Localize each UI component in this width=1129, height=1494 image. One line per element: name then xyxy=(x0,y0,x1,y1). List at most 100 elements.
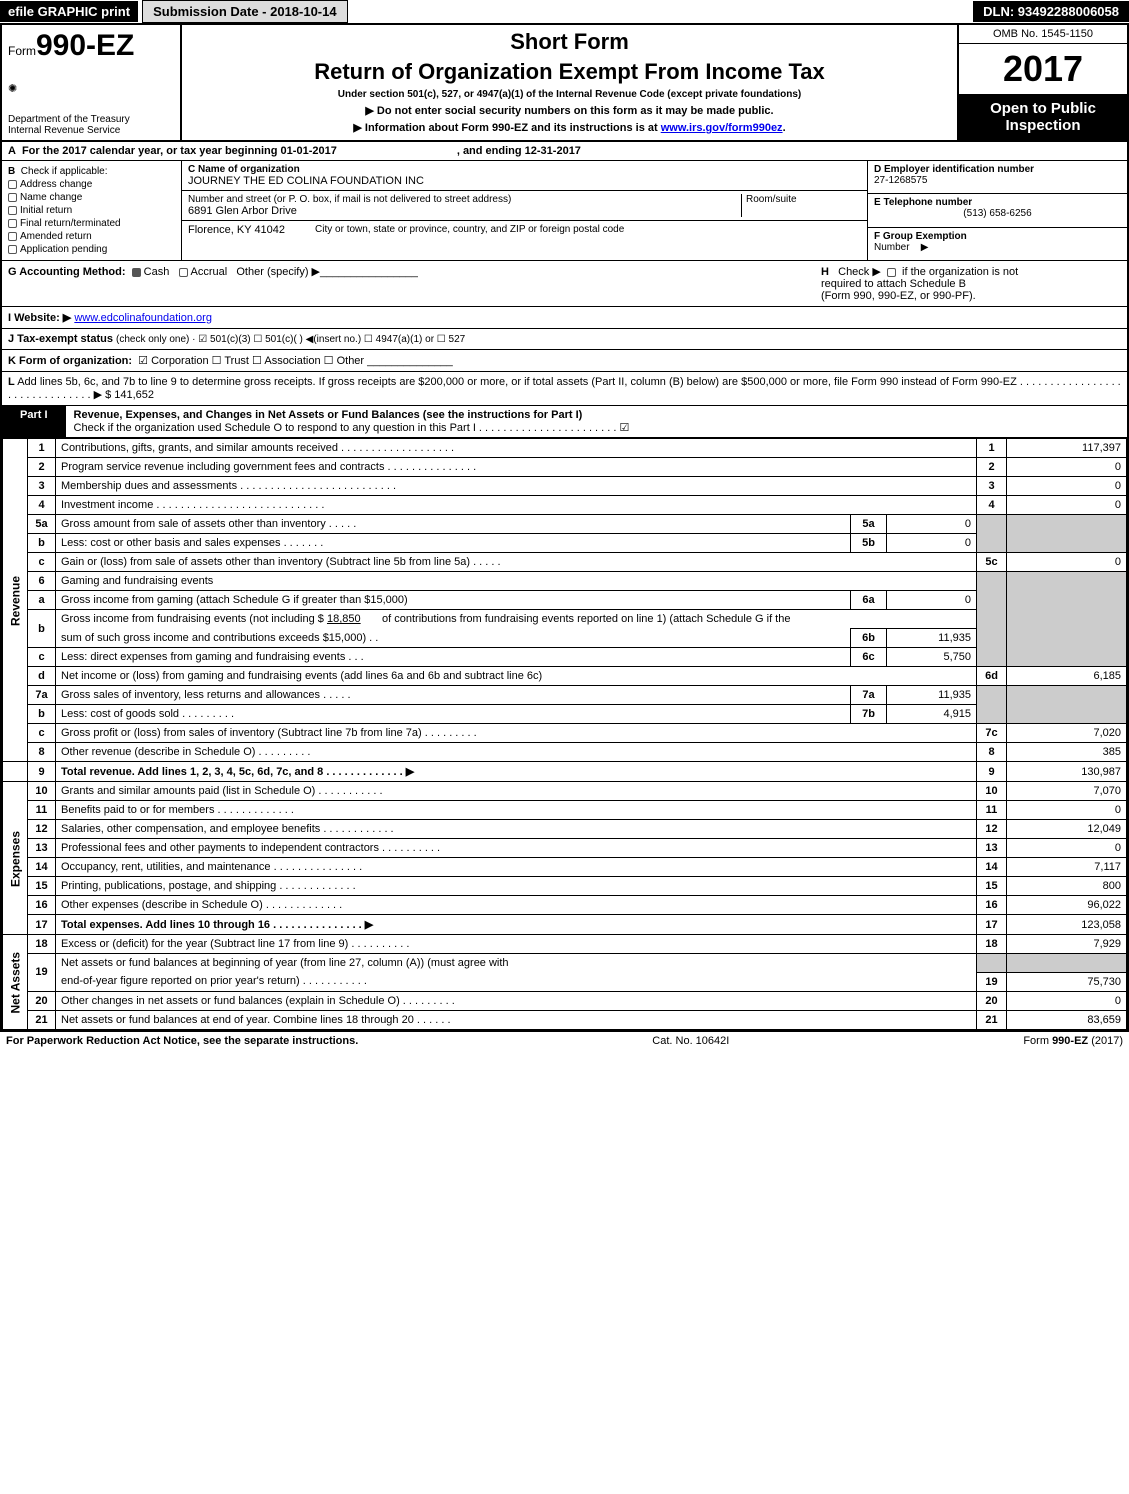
h-text4: (Form 990, 990-EZ, or 990-PF). xyxy=(821,290,976,302)
efile-print-button[interactable]: efile GRAPHIC print xyxy=(0,1,138,22)
line-5c-desc: Gain or (loss) from sale of assets other… xyxy=(56,553,977,572)
city-label: City or town, state or province, country… xyxy=(315,224,624,236)
revenue-side-label: Revenue xyxy=(3,439,28,762)
footer-left: For Paperwork Reduction Act Notice, see … xyxy=(6,1035,358,1047)
open-to-public: Open to Public Inspection xyxy=(959,94,1127,140)
checkbox-accrual[interactable] xyxy=(179,268,188,277)
line-6b-num: b xyxy=(28,610,56,648)
line-7c-desc: Gross profit or (loss) from sales of inv… xyxy=(56,724,977,743)
label-g: G Accounting Method: xyxy=(8,266,126,278)
header-left: Form990-EZ ✺ Department of the Treasury … xyxy=(2,25,182,140)
line-9-num: 9 xyxy=(28,762,56,782)
header-right: OMB No. 1545-1150 2017 Open to Public In… xyxy=(957,25,1127,140)
line-4-rn: 4 xyxy=(977,496,1007,515)
checkbox-address-change[interactable] xyxy=(8,180,17,189)
h-text3: required to attach Schedule B xyxy=(821,278,966,290)
checkbox-name-change[interactable] xyxy=(8,193,17,202)
netassets-side-label: Net Assets xyxy=(3,935,28,1030)
line-6-shade-rn xyxy=(977,572,1007,667)
part-i-title-text: Revenue, Expenses, and Changes in Net As… xyxy=(74,409,583,421)
label-i: I Website: ▶ xyxy=(8,312,71,324)
line-6a-num: a xyxy=(28,591,56,610)
line-1-val: 117,397 xyxy=(1007,439,1127,458)
main-title: Return of Organization Exempt From Incom… xyxy=(190,59,949,85)
line-21-val: 83,659 xyxy=(1007,1010,1127,1029)
line-16-val: 96,022 xyxy=(1007,896,1127,915)
line-18-desc: Excess or (deficit) for the year (Subtra… xyxy=(56,935,977,954)
section-c-org: C Name of organization JOURNEY THE ED CO… xyxy=(182,161,867,260)
checkbox-cash[interactable] xyxy=(132,268,141,277)
line-2-desc: Program service revenue including govern… xyxy=(56,458,977,477)
irs-seal-icon: ✺ xyxy=(8,82,174,95)
phone: (513) 658-6256 xyxy=(874,208,1121,219)
line-1-desc: Contributions, gifts, grants, and simila… xyxy=(56,439,977,458)
opt-cash: Cash xyxy=(144,266,170,278)
line-8-num: 8 xyxy=(28,743,56,762)
footer-mid: Cat. No. 10642I xyxy=(652,1035,729,1047)
check-if-applicable: Check if applicable: xyxy=(21,166,108,177)
line-1-num: 1 xyxy=(28,439,56,458)
instr-post: . xyxy=(783,122,786,134)
line-5c-num: c xyxy=(28,553,56,572)
irs-link[interactable]: www.irs.gov/form990ez xyxy=(661,122,783,134)
opt-final-return: Final return/terminated xyxy=(20,218,121,229)
line-17-val: 123,058 xyxy=(1007,915,1127,935)
opt-name-change: Name change xyxy=(20,192,82,203)
line-7a-miniv: 11,935 xyxy=(887,686,977,705)
h-text2: if the organization is not xyxy=(902,266,1018,278)
line-a-tax-year: A For the 2017 calendar year, or tax yea… xyxy=(2,142,1127,161)
line-16-num: 16 xyxy=(28,896,56,915)
line-14-rn: 14 xyxy=(977,858,1007,877)
checkbox-h[interactable] xyxy=(887,268,896,277)
form-number-bold: 990-EZ xyxy=(36,29,134,62)
line-21-num: 21 xyxy=(28,1010,56,1029)
line-7ab-shade-rn xyxy=(977,686,1007,724)
line-20-val: 0 xyxy=(1007,991,1127,1010)
line-5c-val: 0 xyxy=(1007,553,1127,572)
line-3-desc: Membership dues and assessments . . . . … xyxy=(56,477,977,496)
instr-pre: ▶ Information about Form 990-EZ and its … xyxy=(353,122,660,134)
opt-amended: Amended return xyxy=(20,231,92,242)
revenue-side-end xyxy=(3,762,28,782)
dept-line1: Department of the Treasury xyxy=(8,114,174,125)
line-16-desc: Other expenses (describe in Schedule O) … xyxy=(56,896,977,915)
line-15-rn: 15 xyxy=(977,877,1007,896)
line-6d-rn: 6d xyxy=(977,667,1007,686)
line-7a-mini: 7a xyxy=(851,686,887,705)
line-14-val: 7,117 xyxy=(1007,858,1127,877)
line-13-desc: Professional fees and other payments to … xyxy=(56,839,977,858)
line-19-shade-val xyxy=(1007,954,1127,973)
line-7c-num: c xyxy=(28,724,56,743)
opt-address-change: Address change xyxy=(20,179,92,190)
section-g-h: G Accounting Method: Cash Accrual Other … xyxy=(2,261,1127,307)
label-f: F Group Exemption xyxy=(874,231,967,242)
open-line1: Open to Public xyxy=(961,100,1125,117)
org-name: JOURNEY THE ED COLINA FOUNDATION INC xyxy=(188,175,861,187)
line-6b-miniv: 11,935 xyxy=(887,629,977,648)
label-k: K Form of organization: xyxy=(8,355,132,367)
checkbox-amended[interactable] xyxy=(8,232,17,241)
line-7a-desc: Gross sales of inventory, less returns a… xyxy=(56,686,851,705)
line-6a-desc: Gross income from gaming (attach Schedul… xyxy=(56,591,851,610)
line-2-val: 0 xyxy=(1007,458,1127,477)
line-14-desc: Occupancy, rent, utilities, and maintena… xyxy=(56,858,977,877)
line-9-desc: Total revenue. Add lines 1, 2, 3, 4, 5c,… xyxy=(56,762,977,782)
part-i-sub: Check if the organization used Schedule … xyxy=(74,422,630,434)
form-body: Form990-EZ ✺ Department of the Treasury … xyxy=(0,23,1129,1032)
checkbox-application-pending[interactable] xyxy=(8,245,17,254)
k-options: ☑ Corporation ☐ Trust ☐ Association ☐ Ot… xyxy=(138,355,364,367)
ein: 27-1268575 xyxy=(874,175,1121,186)
checkbox-final-return[interactable] xyxy=(8,219,17,228)
line-5b-mini: 5b xyxy=(851,534,887,553)
checkbox-initial-return[interactable] xyxy=(8,206,17,215)
footer-right-bold: 990-EZ xyxy=(1052,1035,1088,1047)
label-a: A xyxy=(8,145,16,157)
footer-right-post: (2017) xyxy=(1088,1035,1123,1047)
line-15-val: 800 xyxy=(1007,877,1127,896)
line-20-num: 20 xyxy=(28,991,56,1010)
line-20-desc: Other changes in net assets or fund bala… xyxy=(56,991,977,1010)
line-7b-num: b xyxy=(28,705,56,724)
section-def: D Employer identification number 27-1268… xyxy=(867,161,1127,260)
expenses-side-label: Expenses xyxy=(3,782,28,935)
website-link[interactable]: www.edcolinafoundation.org xyxy=(74,312,212,324)
